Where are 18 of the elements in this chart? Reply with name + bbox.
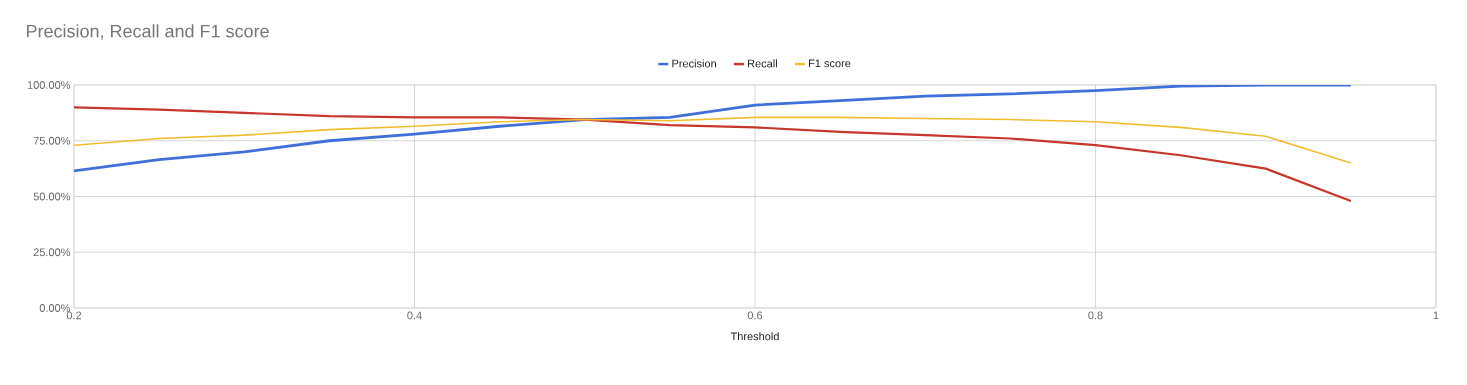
legend-label: Recall — [748, 59, 777, 68]
line-series — [74, 85, 1353, 173]
y-tick-label: 25.00% — [33, 248, 71, 257]
line-series — [74, 106, 1352, 203]
y-tick-label: 75.00% — [33, 136, 71, 145]
x-tick-label: 1 — [1433, 311, 1439, 320]
x-tick-label: 0.2 — [66, 311, 82, 320]
x-tick-label: 0.8 — [1088, 311, 1103, 320]
x-tick-label: 0.4 — [407, 311, 422, 320]
legend-label: F1 score — [809, 59, 851, 68]
legend-label: Precision — [672, 59, 716, 68]
y-tick-label: 100.00% — [27, 81, 71, 89]
line-series — [74, 116, 1352, 164]
y-tick-label: 0.00% — [39, 304, 71, 312]
y-tick-label: 50.00% — [33, 192, 71, 201]
x-axis-title: Threshold — [730, 332, 779, 341]
x-tick-label: 0.6 — [747, 311, 763, 320]
chart-title: Precision, Recall and F1 score — [27, 24, 269, 40]
